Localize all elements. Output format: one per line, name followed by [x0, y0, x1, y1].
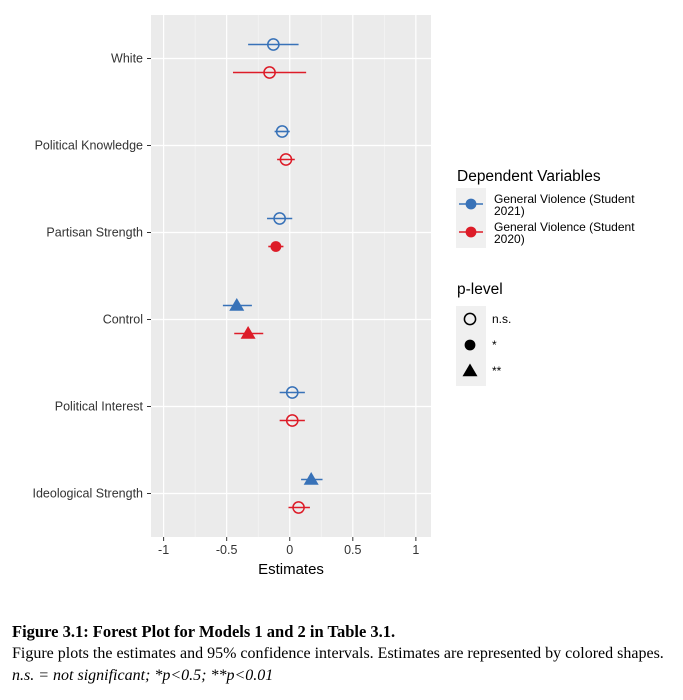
caption-significance-note: n.s. = not significant; *p<0.5; **p<0.01	[12, 667, 274, 684]
x-tick-label: -1	[158, 543, 169, 557]
legend-shape-key	[464, 339, 476, 351]
plot-panel-background	[151, 15, 431, 537]
estimate-point	[292, 501, 305, 514]
x-axis-label: Estimates	[258, 561, 324, 578]
legend-shape-key	[463, 312, 477, 326]
legend-shape-items: n.s.***	[462, 312, 511, 378]
series-2	[232, 66, 310, 514]
y-tick-label: Ideological Strength	[33, 487, 144, 501]
forest-plot: White Political Knowledge Partisan Strengt…	[33, 15, 635, 578]
legend-key-point	[465, 198, 477, 210]
x-tick-label: 1	[412, 543, 419, 557]
legend-series-label: 2021)	[494, 204, 525, 218]
legend-shape-title: p-level	[457, 281, 503, 298]
legend-shape-label: *	[492, 338, 497, 352]
grid-lines	[151, 15, 431, 537]
caption-body-text: Figure plots the estimates and 95% confi…	[12, 645, 664, 662]
legend-key-point	[465, 226, 477, 238]
y-tick-label: Control	[103, 313, 143, 327]
estimate-point	[273, 212, 286, 225]
y-tick-label: White	[111, 52, 143, 66]
caption-title: Figure 3.1: Forest Plot for Models 1 and…	[12, 622, 396, 641]
estimate-point	[270, 241, 282, 252]
estimate-point	[303, 472, 319, 485]
x-tick-label: 0	[286, 543, 293, 557]
figure-caption: Figure 3.1: Forest Plot for Models 1 and…	[12, 621, 677, 687]
legend-color-title: Dependent Variables	[457, 168, 601, 185]
plot-panel	[151, 15, 431, 537]
legend-shape-key	[462, 363, 478, 377]
legend-shape-label: n.s.	[492, 312, 511, 326]
legend-shape-label: **	[492, 364, 502, 378]
x-axis-ticks: -1 -0.5 0 0.5 1	[158, 537, 419, 557]
legend-color-key-background	[456, 188, 486, 248]
estimate-point	[266, 38, 280, 51]
y-tick-label: Political Knowledge	[35, 139, 143, 153]
series-marks	[222, 38, 323, 514]
x-tick-label: -0.5	[216, 543, 238, 557]
estimate-point	[229, 298, 245, 311]
estimate-point	[275, 125, 289, 138]
legend-series-label: General Violence (Student	[494, 192, 635, 206]
estimate-point	[240, 326, 256, 339]
legend-series-label: 2020)	[494, 232, 525, 246]
estimate-point	[285, 386, 299, 399]
legend-series-label: General Violence (Student	[494, 220, 635, 234]
series-1	[222, 38, 323, 485]
estimate-point	[285, 414, 299, 427]
x-tick-label: 0.5	[344, 543, 361, 557]
y-tick-label: Partisan Strength	[46, 226, 143, 240]
y-axis-ticks: White Political Knowledge Partisan Strengt…	[33, 52, 151, 501]
caption-body: Figure plots the estimates and 95% confi…	[12, 643, 677, 687]
legend: Dependent Variables General Violence (St…	[456, 168, 635, 386]
estimate-point	[279, 153, 293, 166]
estimate-point	[263, 66, 276, 79]
y-tick-label: Political Interest	[55, 400, 144, 414]
